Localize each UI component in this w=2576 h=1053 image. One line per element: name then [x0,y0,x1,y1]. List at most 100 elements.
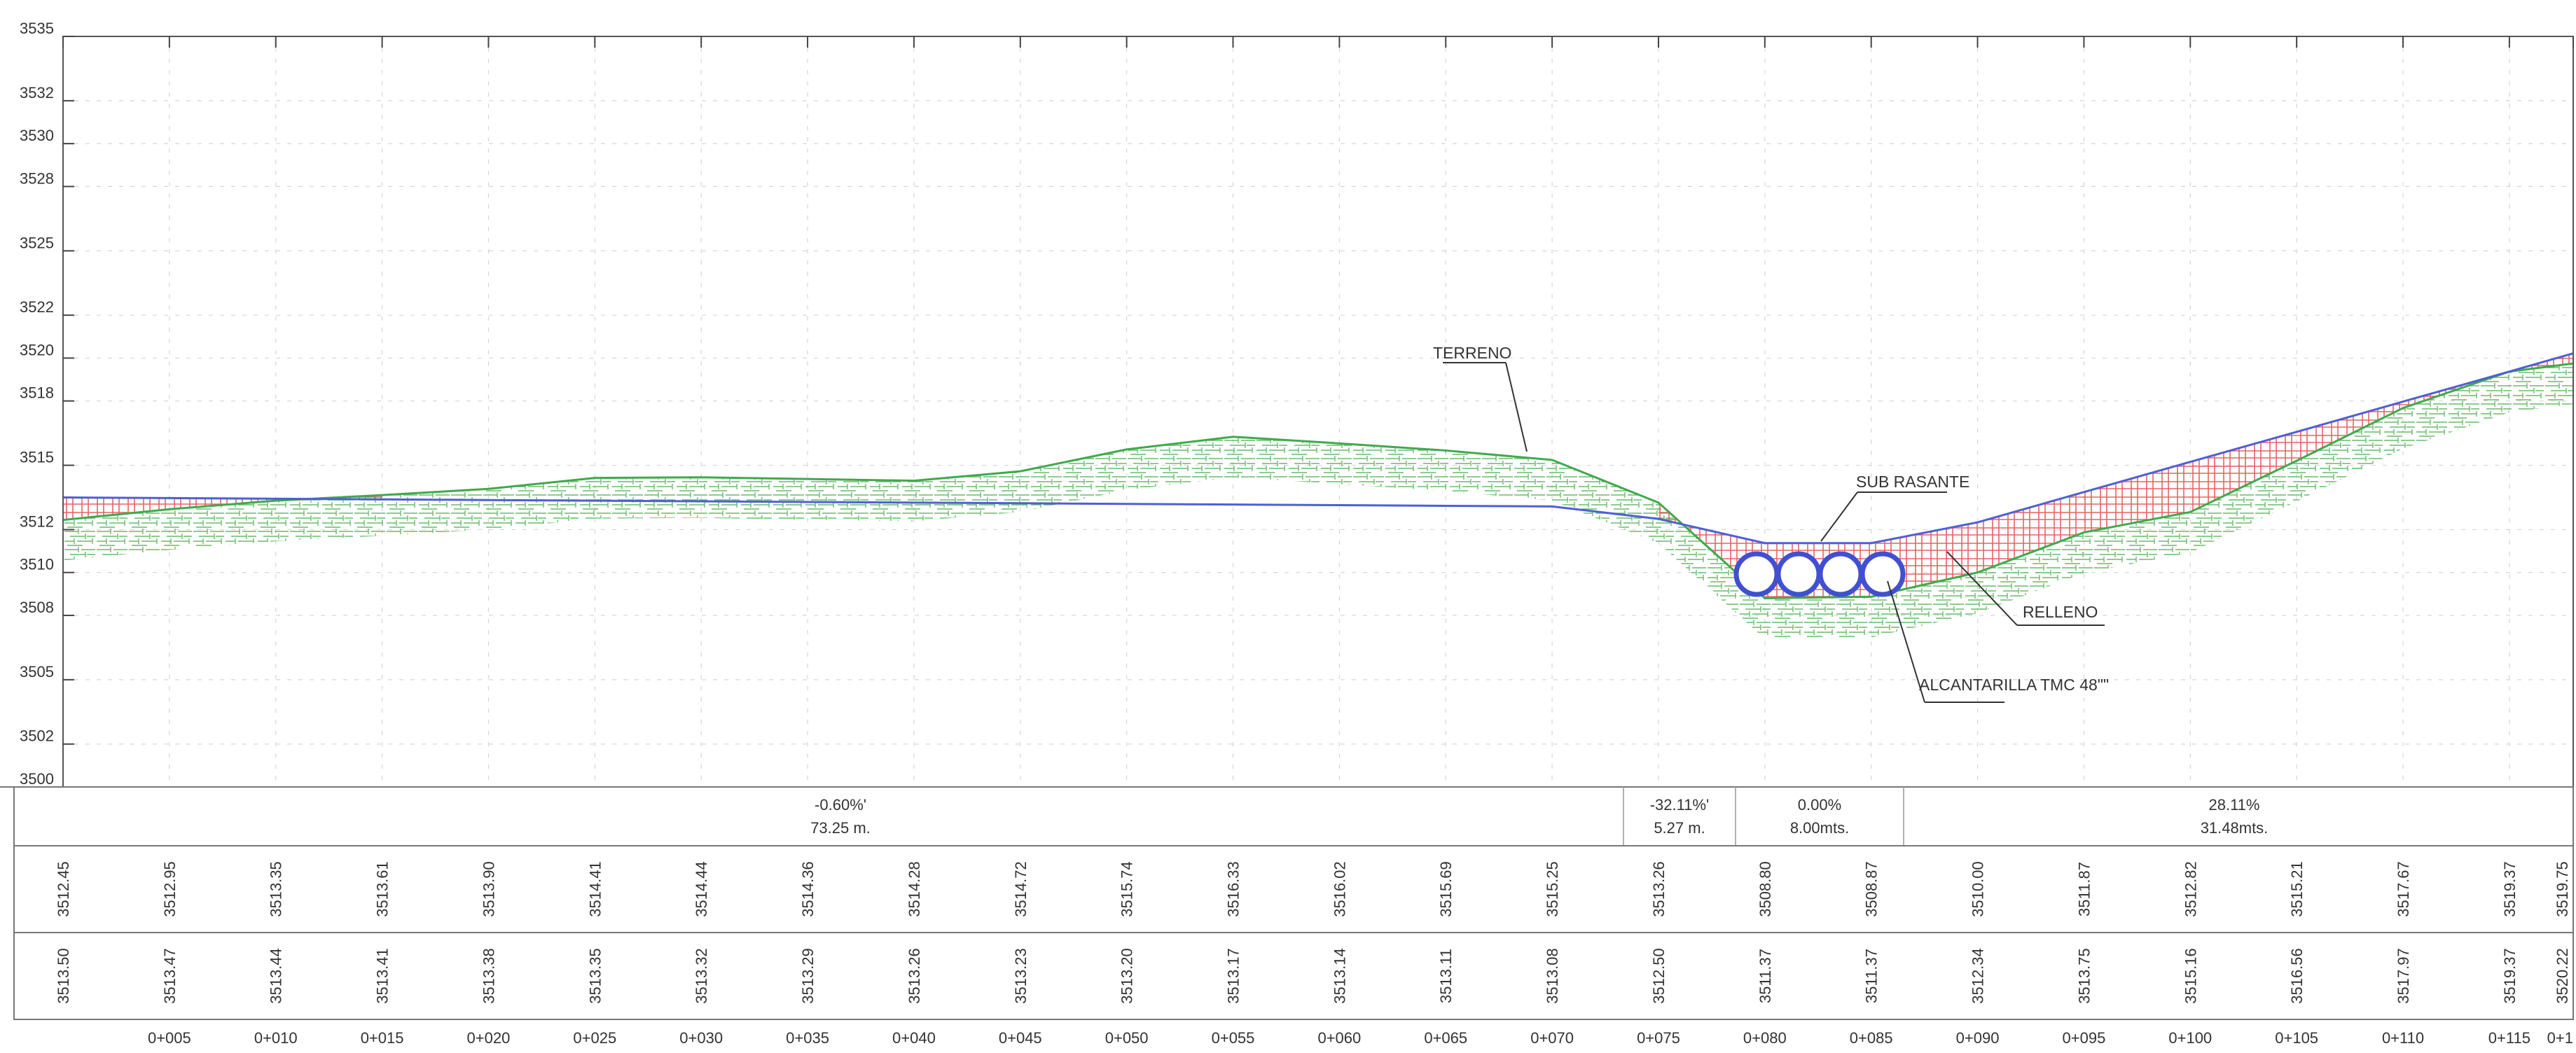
cota-terreno-values: 3512.45 3512.95 3513.35 3513.61 3513.90 3514.… [55,861,2571,917]
cota-terreno-value: 3514.36 [799,861,817,917]
slope-pct: -32.11%' [1650,796,1710,814]
culvert-pipe [1860,551,1906,597]
cota-terreno-value: 3508.80 [1757,861,1774,917]
cota-terreno-value: 3516.33 [1225,861,1242,917]
cota-terreno-value: 3510.00 [1969,861,1987,917]
cota-rasante-value: 3513.75 [2075,948,2093,1004]
elevation-axis: 3535 3532 3530 3528 3525 3522 3520 3518 3515 3512… [20,20,2574,788]
station-label: 0+090 [1956,1029,2000,1047]
grid-lines [62,36,2574,788]
elevation-tick-label: 3518 [20,384,54,402]
cota-rasante-value: 3512.34 [1969,948,1987,1004]
slope-pct: 28.11% [2209,796,2260,814]
sub-rasante-leader [1820,491,1858,542]
relleno-hatch [275,495,382,501]
station-label: 0+010 [254,1029,298,1047]
cota-rasante-value: 3511.37 [1863,949,1881,1003]
cota-rasante-value: 3513.17 [1225,948,1242,1004]
cota-terreno-value: 3516.02 [1331,861,1348,917]
cota-rasante-value: 3513.23 [1012,948,1030,1004]
alcantarilla-leader [1887,580,1925,703]
cota-terreno-value: 3517.67 [2395,861,2412,917]
cota-terreno-value: 3519.37 [2501,861,2519,917]
elevation-tick-label: 3515 [20,449,54,466]
station-label: 0+095 [2063,1029,2106,1047]
slope-length: 8.00mts. [1790,819,1849,837]
cota-terreno-value: 3514.72 [1012,861,1030,917]
relleno-hatch [2084,461,2191,533]
cota-rasante-value: 3512.50 [1650,948,1668,1004]
earthwork-fills [63,353,2573,639]
sub-rasante-label: SUB RASANTE [1856,473,1969,491]
slope-band: -0.60%' 73.25 m. -32.11%' 5.27 m. 0.00% … [13,786,2574,846]
slope-length: 73.25 m. [810,819,871,837]
cota-terreno-value: 3512.95 [161,861,179,917]
cota-rasante-value: 3513.29 [799,948,817,1004]
elevation-tick-label: 3500 [20,770,54,788]
slope-length: 31.48mts. [2201,819,2269,837]
cota-rasante-value: 3513.08 [1544,948,1561,1004]
cota-rasante-value: 3513.47 [161,948,179,1004]
alcantarilla-label: ALCANTARILLA TMC 48"" [1919,676,2109,694]
station-label: 0+030 [679,1029,723,1047]
cota-rasante-value: 3513.50 [55,948,72,1004]
cota-terreno-value: 3515.21 [2288,861,2306,917]
culvert-pipe [1775,551,1822,597]
station-label: 0+075 [1637,1029,1680,1047]
slope-length: 5.27 m. [1654,819,1705,837]
station-label: 0+040 [892,1029,936,1047]
slope-pct: -0.60%' [815,796,866,814]
cota-rasante-value: 3520.22 [2554,948,2571,1004]
station-label: 0+115 [2488,1029,2530,1047]
station-label: 0+020 [467,1029,511,1047]
station-label: 0+050 [1105,1029,1149,1047]
cota-terreno-value: 3515.74 [1119,861,1136,917]
elevation-tick-label: 3505 [20,663,54,681]
annotations: TERRENO SUB RASANTE RELLENO ALCANTARILLA… [1433,344,2109,703]
grade-line [62,352,2574,545]
cota-terreno-value: 3512.82 [2182,861,2199,917]
station-label: 0+045 [999,1029,1042,1047]
elevation-tick-label: 3528 [20,169,54,187]
elevation-tick-label: 3508 [20,599,54,616]
relleno-hatch [2297,401,2404,461]
plot-frame [62,36,2574,788]
station-label: 0+080 [1743,1029,1787,1047]
elevation-tick-label: 3532 [20,84,54,102]
station-label: 0+015 [361,1029,404,1047]
cota-terreno-value: 3511.87 [2075,862,2093,916]
cota-rasante-row [13,932,2574,1020]
station-label: 0+110 [2382,1029,2424,1047]
cota-terreno-value: 3515.69 [1437,861,1455,917]
cota-terreno-value: 3513.35 [268,861,285,917]
station-label: 0+060 [1317,1029,1361,1047]
cota-terreno-value: 3512.45 [55,861,72,917]
cota-rasante-value: 3513.41 [374,948,392,1004]
slope-band-frame [13,786,2574,846]
cota-rasante-value: 3513.14 [1331,948,1348,1004]
cota-terreno-value: 3513.90 [480,861,497,917]
cota-rasante-value: 3513.35 [586,948,604,1004]
cota-rasante-value: 3511.37 [1757,949,1774,1003]
station-label: 0+070 [1530,1029,1574,1047]
relleno-leader [1946,551,2018,626]
elevation-tick-label: 3522 [20,298,54,316]
station-label: 0+055 [1212,1029,1255,1047]
cota-rasante-value: 3513.26 [906,948,923,1004]
cota-terreno-value: 3515.25 [1544,861,1561,917]
culvert-pipes [1733,551,1906,597]
relleno-hatch [1977,491,2084,573]
profile-lines [62,352,2574,599]
culvert-pipe [1817,551,1864,597]
elevation-table: 3512.45 3512.95 3513.35 3513.61 3513.90 3514.… [0,786,2574,1020]
cota-terreno-value: 3514.44 [693,861,710,917]
station-label: 0+035 [786,1029,829,1047]
terrain-line [62,362,2574,599]
elevation-tick-label: 3535 [20,20,54,37]
cota-terreno-value: 3514.41 [586,861,604,917]
station-axis: 0+005 0+010 0+015 0+020 0+025 0+030 0+035 0+040… [148,1029,2573,1047]
relleno-hatch [63,497,169,520]
cota-terreno-value: 3508.87 [1863,861,1881,917]
cota-terreno-value: 3514.28 [906,861,923,917]
station-label: 0+065 [1424,1029,1467,1047]
